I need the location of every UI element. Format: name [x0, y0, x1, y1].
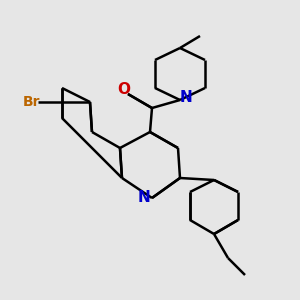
Text: N: N	[138, 190, 150, 206]
Text: N: N	[180, 91, 192, 106]
Text: Br: Br	[23, 95, 41, 109]
Text: O: O	[118, 82, 130, 97]
